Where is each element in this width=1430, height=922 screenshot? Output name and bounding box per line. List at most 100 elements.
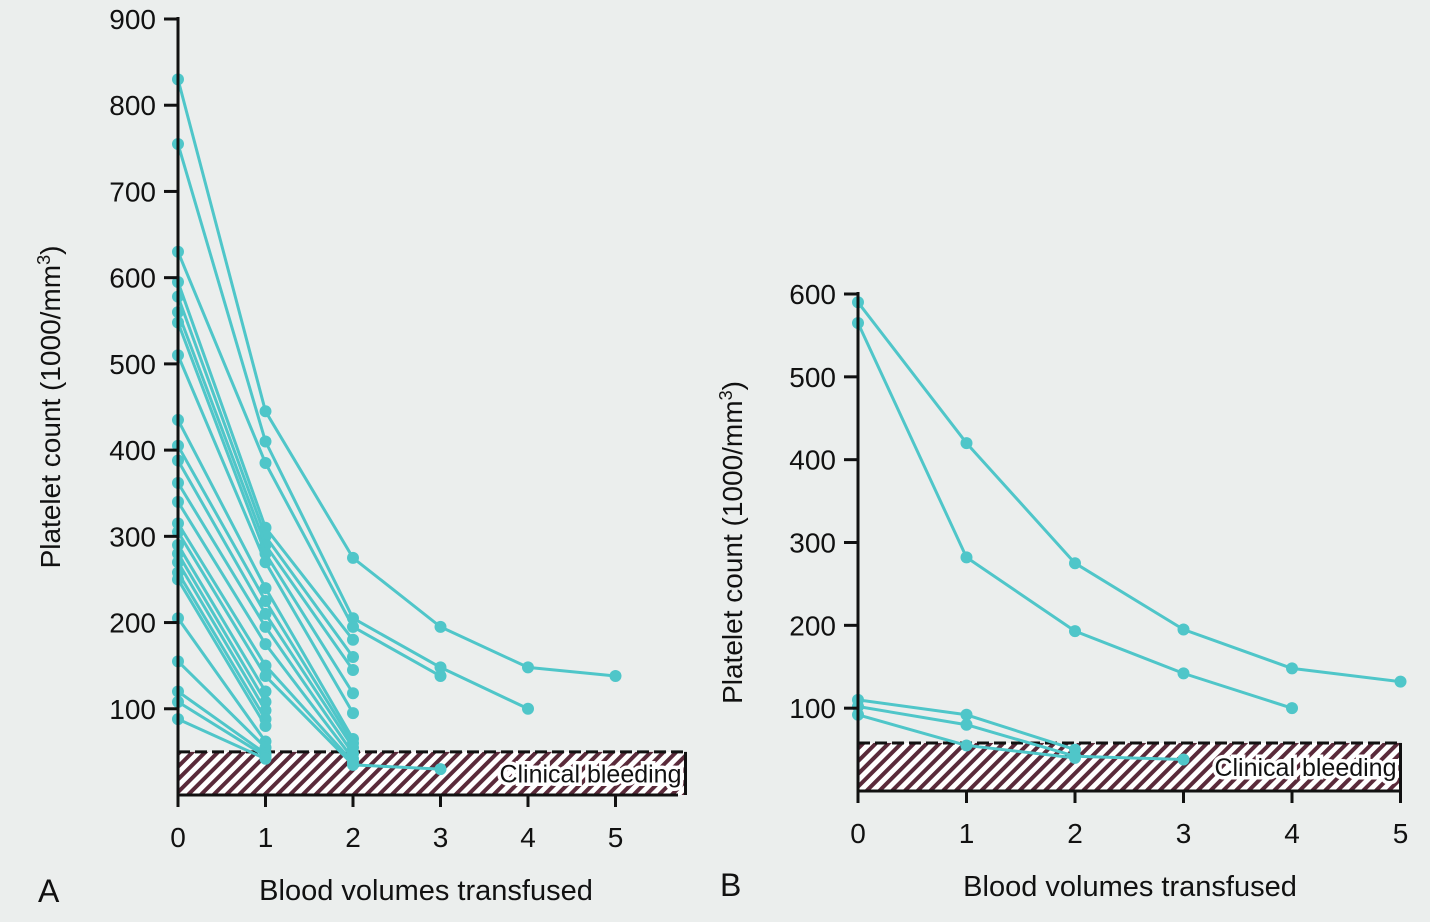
panel-a-series-6-point-3 [347,663,359,676]
panel-b-y-ticks: 100 200 300 400 500 600 [789,279,858,724]
panel-a-series-group [172,73,622,776]
panel-a-series-2-point-5 [522,702,534,715]
panel-a-x-axis-label: Blood volumes transfused [259,875,593,907]
panel-b-x-tick-label-1: 1 [959,818,975,849]
panel-a-series-15-point-3 [347,758,359,771]
panel-a-y-axis-label-sup: 3 [34,255,54,265]
panel-b-series-1-point-2 [960,437,973,450]
panel-a-x-tick-label-0: 0 [170,822,186,853]
panel-a-series-2-point-2 [259,435,272,448]
panel-a-chart: Clinical bleeding 100 200 300 400 500 600 700 8… [34,4,687,909]
panel-b-y-tick-label-100: 100 [789,693,836,724]
panel-a-y-tick-label-900: 900 [109,4,156,35]
panel-a-series-3-point-2 [259,457,272,470]
panel-b-series-5-point-2 [960,739,973,752]
panel-b-series-1-point-6 [1394,675,1407,688]
panel-b-series-1-line [856,301,1401,684]
panel-a-series-11-point-2 [259,607,272,620]
panel-b-x-tick-label-5: 5 [1393,818,1409,849]
panel-a-series-15-point-2 [259,670,272,683]
panel-a-series-12-point-2 [259,620,272,633]
panel-b-y-tick-label-500: 500 [789,362,836,393]
panel-b-series-2-point-4 [1177,667,1190,680]
panel-b-x-ticks: 0 1 2 3 4 5 [850,791,1408,849]
panel-a-series-20-point-2 [259,720,272,733]
panel-b-series-1-point-5 [1286,662,1298,675]
panel-a-series-1-point-3 [347,551,359,564]
panel-b-x-axis-label: Blood volumes transfused [963,871,1297,903]
panel-b-x-tick-label-3: 3 [1176,818,1192,849]
panel-b-series-2-point-2 [960,551,973,564]
panel-a-y-axis-label: Platelet count (1000/mm3) [34,246,66,569]
panel-b-series-5-point-3 [1069,751,1081,764]
panel-b-y-tick-label-600: 600 [789,279,836,310]
panel-a-series-21-line [176,617,267,743]
panel-a-series-3-point-3 [347,620,359,633]
panel-a-series-10-point-2 [259,595,272,607]
panel-a-y-tick-label-400: 400 [109,435,156,466]
panel-a-y-axis-label-text: Platelet count (1000/mm [35,265,66,569]
panel-a-series-25-line [177,717,267,761]
panel-b-x-tick-label-0: 0 [850,818,866,849]
panel-a-y-tick-label-500: 500 [109,349,156,380]
panel-a-y-tick-label-300: 300 [109,521,156,552]
panel-a-series-1-line [176,78,616,678]
panel-a-series-2-point-4 [434,661,447,674]
panel-a-x-tick-label-5: 5 [608,822,624,853]
panel-a-series-8-point-3 [347,707,359,720]
panel-b-bleeding-band [858,742,1401,791]
panel-a-y-tick-label-200: 200 [109,608,156,639]
panel-a-series-3-point-4 [434,670,447,683]
panel-a-label: A [38,873,60,909]
panel-a-clinical-bleeding-label: Clinical bleeding [499,760,681,788]
panel-b-series-4-point-4 [1177,753,1190,766]
panel-a-series-25-point-2 [259,752,272,765]
panel-a-series-1-point-5 [522,661,534,674]
panel-a-series-15-point-4 [434,763,447,776]
panel-a-series-1-point-2 [259,405,272,418]
panel-b-series-group [852,296,1407,766]
panel-a-series-8-point-2 [259,556,272,569]
panel-b-y-axis-label: Platelet count (1000/mm3) [716,381,748,704]
panel-a-series-5-point-3 [347,651,359,664]
panel-b-series-3-point-2 [960,708,973,721]
panel-b-clinical-bleeding-label: Clinical bleeding [1214,754,1396,782]
panel-b-series-2-point-5 [1286,702,1298,715]
panel-a-series-24-line [177,700,267,758]
panel-a-y-tick-label-600: 600 [109,263,156,294]
panel-b-series-1-point-3 [1069,557,1081,570]
panel-a-series-4-point-3 [347,633,359,646]
panel-a-x-tick-label-3: 3 [433,822,449,853]
panel-b-series-1-point-4 [1177,623,1190,636]
panel-a-series-13-point-2 [259,638,272,651]
panel-b-label: B [720,867,741,903]
panel-b-y-axis-label-text: Platelet count (1000/mm [717,400,748,704]
panel-a-series-1-point-6 [609,670,622,683]
panel-a-y-tick-label-100: 100 [109,694,156,725]
panel-a-y-ticks: 100 200 300 400 500 600 700 800 900 [109,4,178,725]
panel-a-x-tick-label-4: 4 [520,822,536,853]
panel-a-series-19-line [176,571,267,720]
panel-a-series-23-line [177,690,267,755]
panel-a-series-15-line [176,531,441,771]
panel-a-series-16-line [176,544,267,693]
panel-a-x-tick-label-2: 2 [345,822,361,853]
panel-b-x-tick-label-4: 4 [1284,818,1300,849]
panel-a-series-22-line [176,660,267,749]
panel-a-series-7-point-3 [347,687,359,700]
panel-a-x-tick-label-1: 1 [258,822,274,853]
panel-b-y-tick-label-200: 200 [789,610,836,641]
panel-b-y-axis-label-close: ) [717,381,748,390]
panel-b-series-4-line [857,705,1184,762]
panel-a-series-18-line [176,561,267,712]
panel-b-y-tick-label-300: 300 [789,528,836,559]
panel-b-series-2-point-3 [1069,625,1081,638]
panel-a-y-axis-label-close: ) [35,246,66,255]
panel-b-x-tick-label-2: 2 [1067,818,1083,849]
panel-b-chart: Clinical bleeding 100 200 300 400 500 600 0 1 2… [716,279,1408,903]
panel-b-y-tick-label-400: 400 [789,445,836,476]
panel-a-series-1-point-4 [434,620,447,633]
panel-a-y-tick-label-700: 700 [109,176,156,207]
panel-a-series-20-line [176,578,267,727]
